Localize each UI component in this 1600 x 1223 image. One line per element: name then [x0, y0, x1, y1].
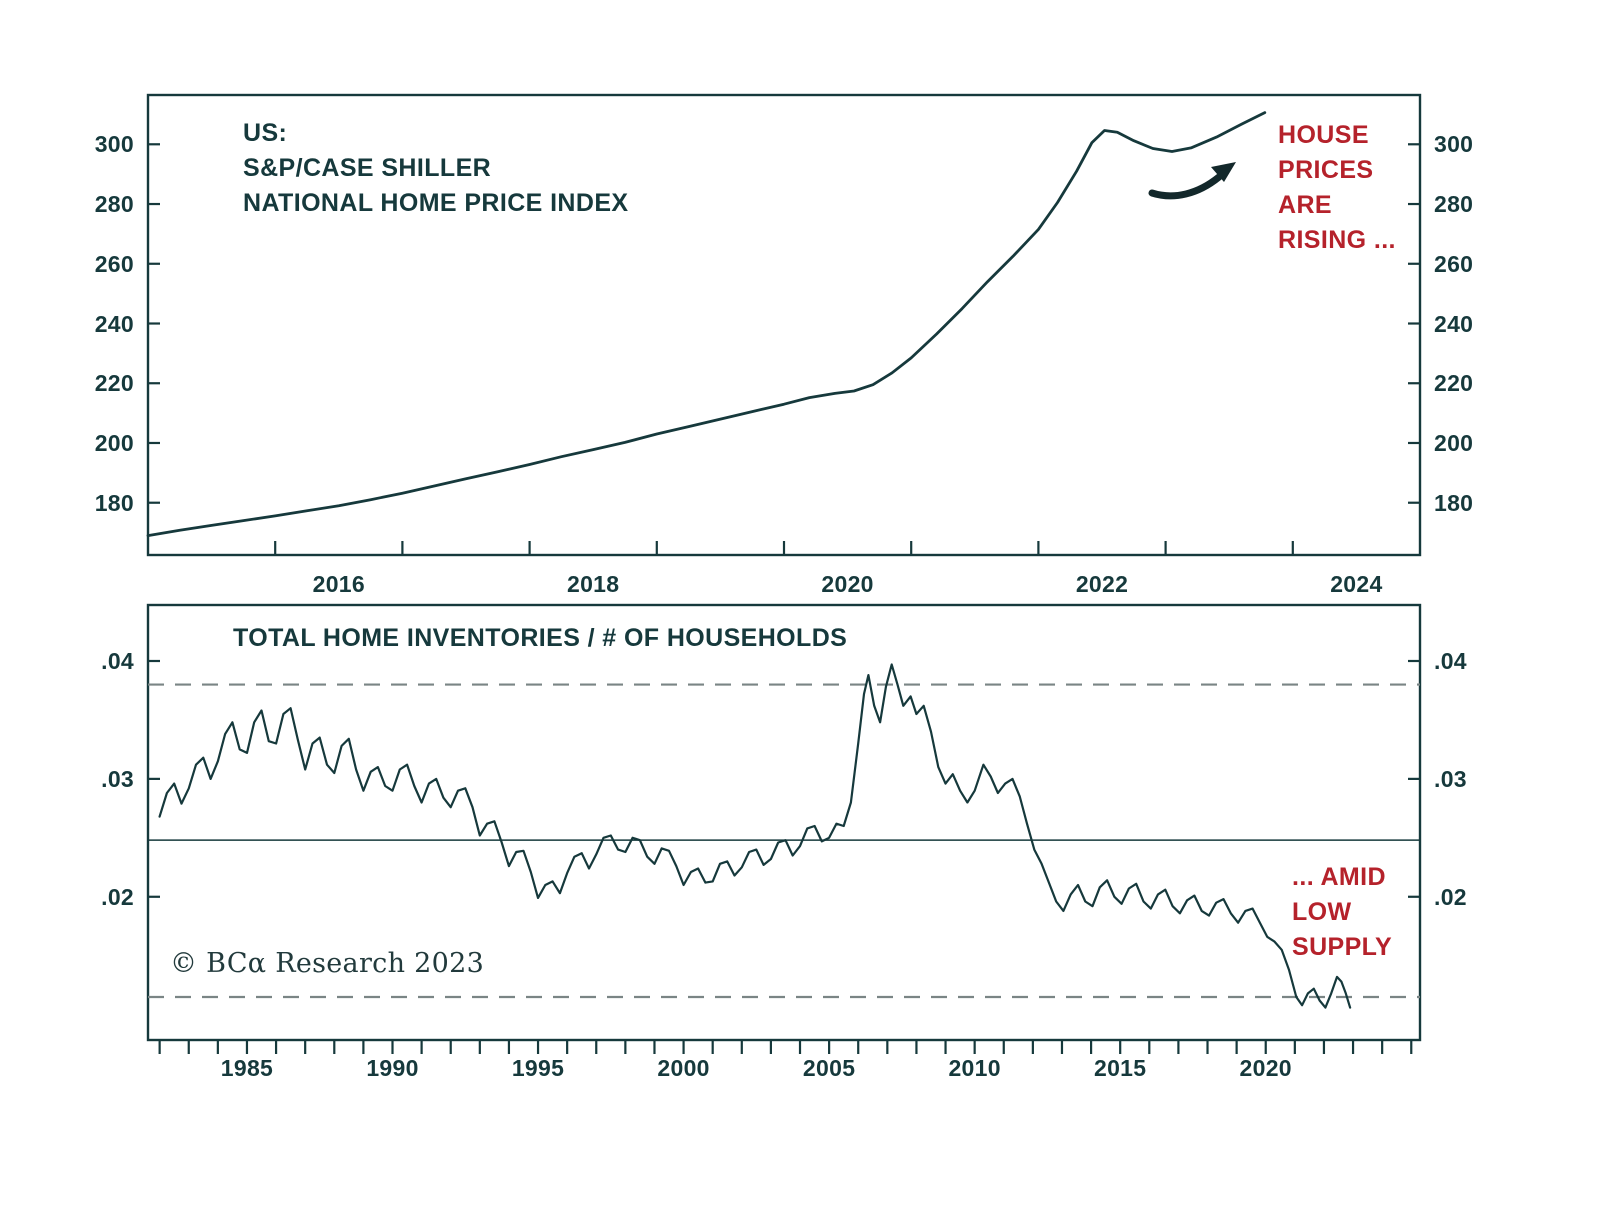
inventory-x-axis-label: 2020 — [1239, 1055, 1292, 1081]
inventory-x-axis-label: 1985 — [220, 1055, 274, 1081]
annotation-line: PRICES — [1278, 156, 1374, 184]
inventory-line — [158, 663, 1352, 1009]
annotation-line: SUPPLY — [1292, 933, 1393, 961]
house-prices-rising-annotation: HOUSE PRICES ARE RISING ... — [1278, 118, 1396, 258]
bottom-chart-title: TOTAL HOME INVENTORIES / # OF HOUSEHOLDS — [233, 624, 848, 652]
top-chart-title-line1: US: — [243, 119, 288, 147]
hpi-x-axis-label: 2018 — [567, 571, 620, 597]
inventory-panel-frame — [146, 603, 1422, 1042]
top-chart-title-line3: NATIONAL HOME PRICE INDEX — [243, 189, 629, 217]
hpi-y-axis-label-left: 180 — [94, 489, 134, 516]
inventory-y-axis-label-left: .03 — [101, 765, 134, 792]
annotation-line: LOW — [1292, 898, 1352, 926]
hpi-x-axis-label: 2016 — [312, 571, 365, 597]
annotation-line: ARE — [1278, 191, 1332, 219]
annotation-line: RISING ... — [1278, 226, 1396, 254]
inventory-x-axis-label: 1990 — [366, 1055, 419, 1081]
hpi-y-axis-label-left: 300 — [94, 131, 134, 158]
bca-research-copyright: © BCα Research 2023 — [170, 948, 485, 979]
hpi-y-axis-label-right: 280 — [1434, 191, 1474, 218]
amid-low-supply-annotation: ... AMID LOW SUPPLY — [1292, 860, 1392, 965]
hpi-y-axis-label-left: 280 — [94, 191, 134, 218]
inventory-y-axis-label-left: .02 — [101, 883, 134, 910]
hpi-y-axis-label-right: 220 — [1434, 370, 1474, 397]
hpi-y-axis-label-right: 300 — [1434, 131, 1474, 158]
inventory-x-axis-label: 2015 — [1094, 1055, 1147, 1081]
hpi-y-axis-label-right: 240 — [1434, 310, 1474, 337]
hpi-line — [146, 111, 1267, 537]
annotation-line: ... AMID — [1292, 863, 1386, 891]
hpi-x-axis-label: 2022 — [1075, 571, 1129, 597]
hpi-y-axis-label-right: 200 — [1434, 429, 1474, 456]
hpi-y-axis-label-right: 180 — [1434, 489, 1474, 516]
inventory-x-axis-label: 2005 — [802, 1055, 856, 1081]
hpi-y-axis-label-left: 260 — [94, 250, 134, 277]
inventory-x-axis-label: 1995 — [511, 1055, 565, 1081]
inventory-y-axis-label-right: .03 — [1434, 765, 1467, 792]
top-chart-title: US: S&P/CASE SHILLER NATIONAL HOME PRICE… — [243, 116, 629, 221]
hpi-y-axis-label-right: 260 — [1434, 250, 1474, 277]
inventory-x-axis-label: 2000 — [657, 1055, 710, 1081]
hpi-y-axis-label-left: 200 — [94, 429, 134, 456]
hpi-x-axis-label: 2020 — [821, 571, 874, 597]
hpi-x-axis-label: 2024 — [1330, 571, 1383, 597]
inventory-y-axis-label-left: .04 — [101, 647, 134, 674]
inventory-y-axis-label-right: .02 — [1434, 883, 1467, 910]
annotation-line: HOUSE — [1278, 121, 1369, 149]
inventory-x-axis-label: 2010 — [948, 1055, 1001, 1081]
hpi-y-axis-label-left: 220 — [94, 370, 134, 397]
top-chart-title-line2: S&P/CASE SHILLER — [243, 154, 492, 182]
rising-arrow-icon — [1148, 162, 1236, 200]
inventory-y-axis-label-right: .04 — [1434, 647, 1467, 674]
hpi-y-axis-label-left: 240 — [94, 310, 134, 337]
